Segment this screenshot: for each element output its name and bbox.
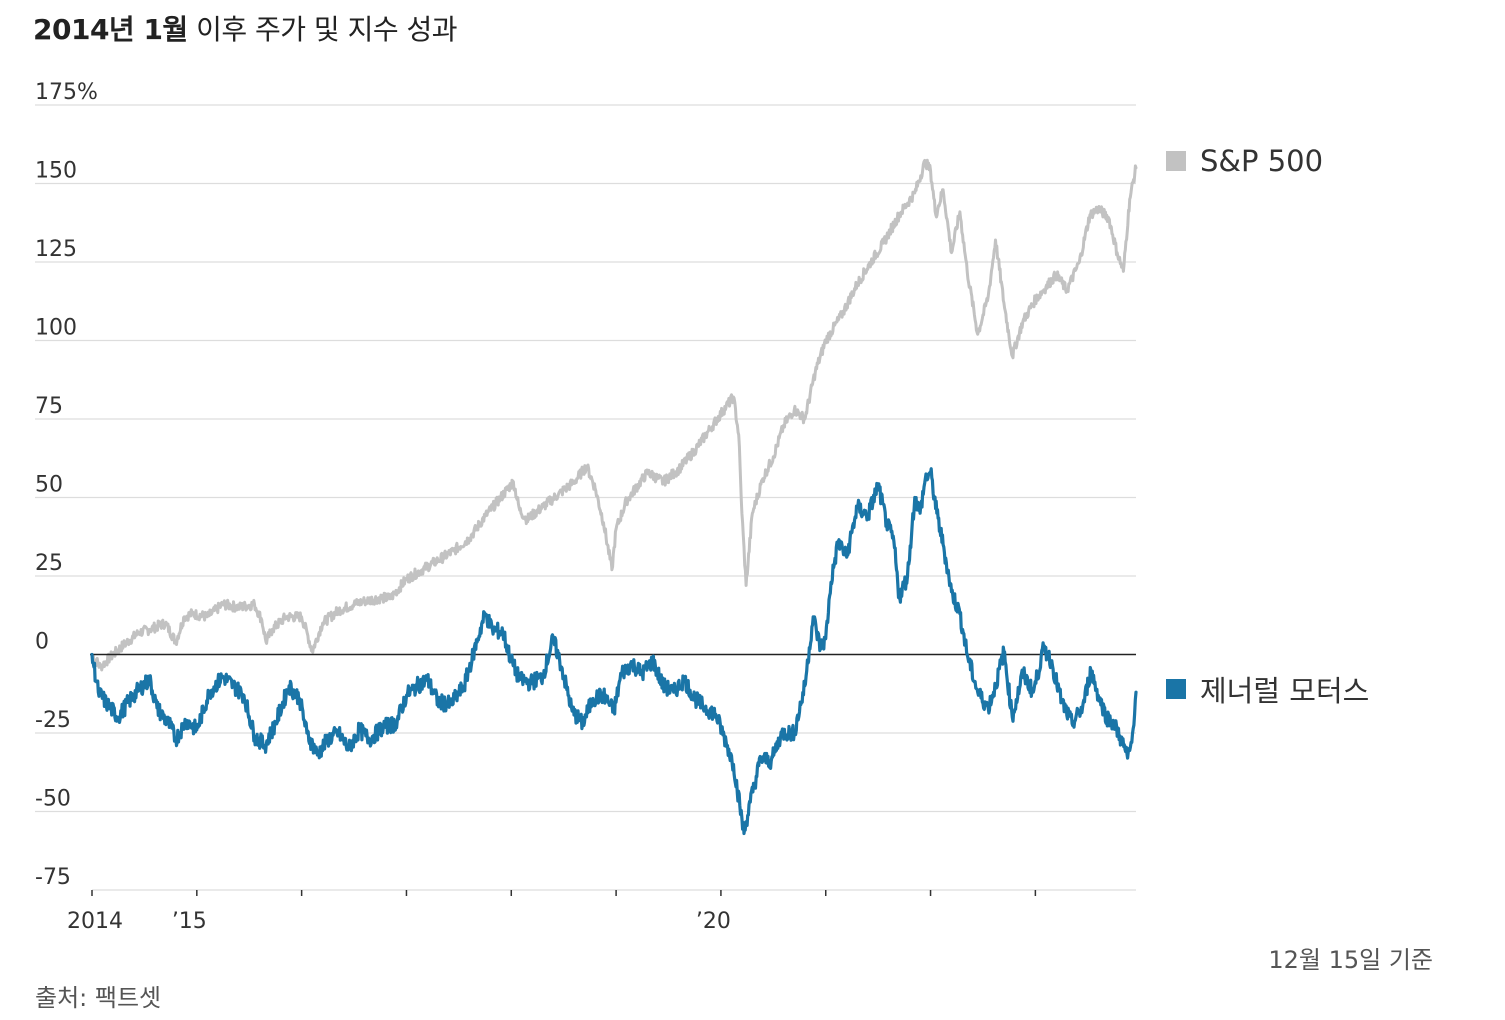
legend-gm-label: 제너럴 모터스 (1200, 674, 1370, 708)
legend-sp500-label: S&P 500 (1200, 144, 1324, 178)
y-tick-label: 175% (35, 80, 98, 105)
y-tick-label: 150 (35, 159, 77, 184)
y-tick-label: 75 (35, 394, 63, 419)
legend-gm: 제너럴 모터스 (1166, 668, 1369, 710)
y-tick-label: 125 (35, 237, 77, 262)
y-tick-label: 50 (35, 473, 63, 498)
date-note: 12월 15일 기준 (1268, 946, 1433, 974)
legend-sp500-swatch (1166, 151, 1186, 171)
y-tick-label: -25 (35, 708, 71, 733)
y-axis: 175% 150 125 100 75 50 25 0 -25 -50 -75 (35, 80, 98, 890)
gm-line (90, 467, 1138, 836)
series-layer (90, 158, 1138, 836)
y-tick-label: -75 (35, 865, 71, 890)
x-tick-label: 2014 (67, 909, 123, 934)
source-note: 출처: 팩트셋 (35, 984, 162, 1012)
y-tick-label: -50 (35, 787, 71, 812)
y-tick-label: 100 (35, 316, 77, 341)
chart-title-bold: 2014년 1월 (33, 13, 188, 46)
grid-layer (35, 104, 1136, 891)
y-tick-label: 25 (35, 551, 63, 576)
sp500-line (90, 158, 1138, 672)
x-axis: 2014 ’15 ’20 (67, 890, 1037, 934)
legend-sp500: S&P 500 (1166, 144, 1323, 178)
x-tick-label: ’15 (172, 909, 207, 934)
legend-gm-swatch (1166, 679, 1186, 699)
chart-title: 2014년 1월 이후 주가 및 지수 성과 (33, 8, 458, 48)
x-tick-label: ’20 (696, 909, 731, 934)
chart-title-rest: 이후 주가 및 지수 성과 (196, 13, 458, 46)
y-tick-label: 0 (35, 630, 49, 655)
